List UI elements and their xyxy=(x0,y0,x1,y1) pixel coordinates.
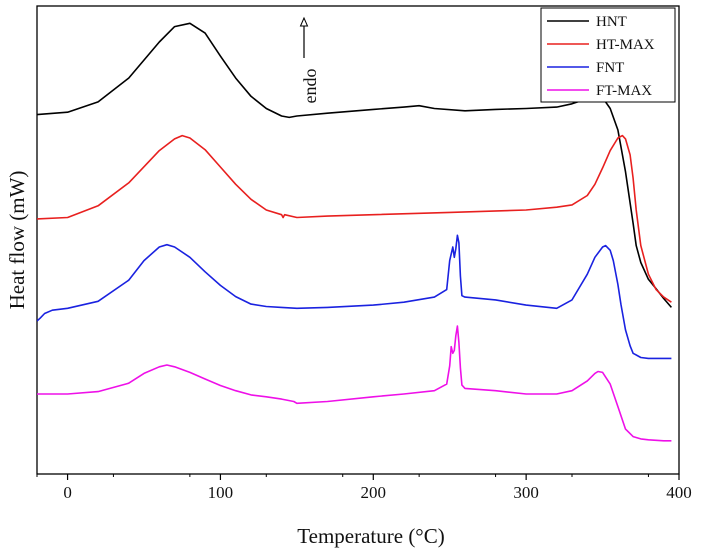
series-line-fnt xyxy=(37,234,672,360)
x-tick-label: 300 xyxy=(513,483,539,502)
legend-label: HNT xyxy=(596,14,627,30)
legend-label: HT-MAX xyxy=(596,37,655,53)
legend-label: FT-MAX xyxy=(596,83,652,99)
x-tick-label: 400 xyxy=(666,483,692,502)
legend-box xyxy=(540,7,676,103)
endo-arrowhead-icon xyxy=(299,16,309,27)
series-line-ht-max xyxy=(37,134,672,303)
endo-label: endo xyxy=(300,69,320,104)
x-tick-label: 100 xyxy=(208,483,234,502)
series-line-ft-max xyxy=(37,325,672,442)
y-axis-title: Heat flow (mW) xyxy=(5,171,29,310)
plot-frame xyxy=(36,5,680,475)
legend: HNT HT-MAX FNT FT-MAX xyxy=(540,7,676,103)
x-axis-title: Temperature (°C) xyxy=(297,524,444,548)
legend-label: FNT xyxy=(596,60,624,76)
series-layer xyxy=(37,22,673,442)
x-axis-ticks: 0 100 200 300 400 xyxy=(36,474,692,502)
x-tick-label: 200 xyxy=(361,483,387,502)
endo-annotation: endo xyxy=(299,16,320,104)
x-tick-label: 0 xyxy=(63,483,72,502)
series-line-hnt xyxy=(37,22,673,308)
